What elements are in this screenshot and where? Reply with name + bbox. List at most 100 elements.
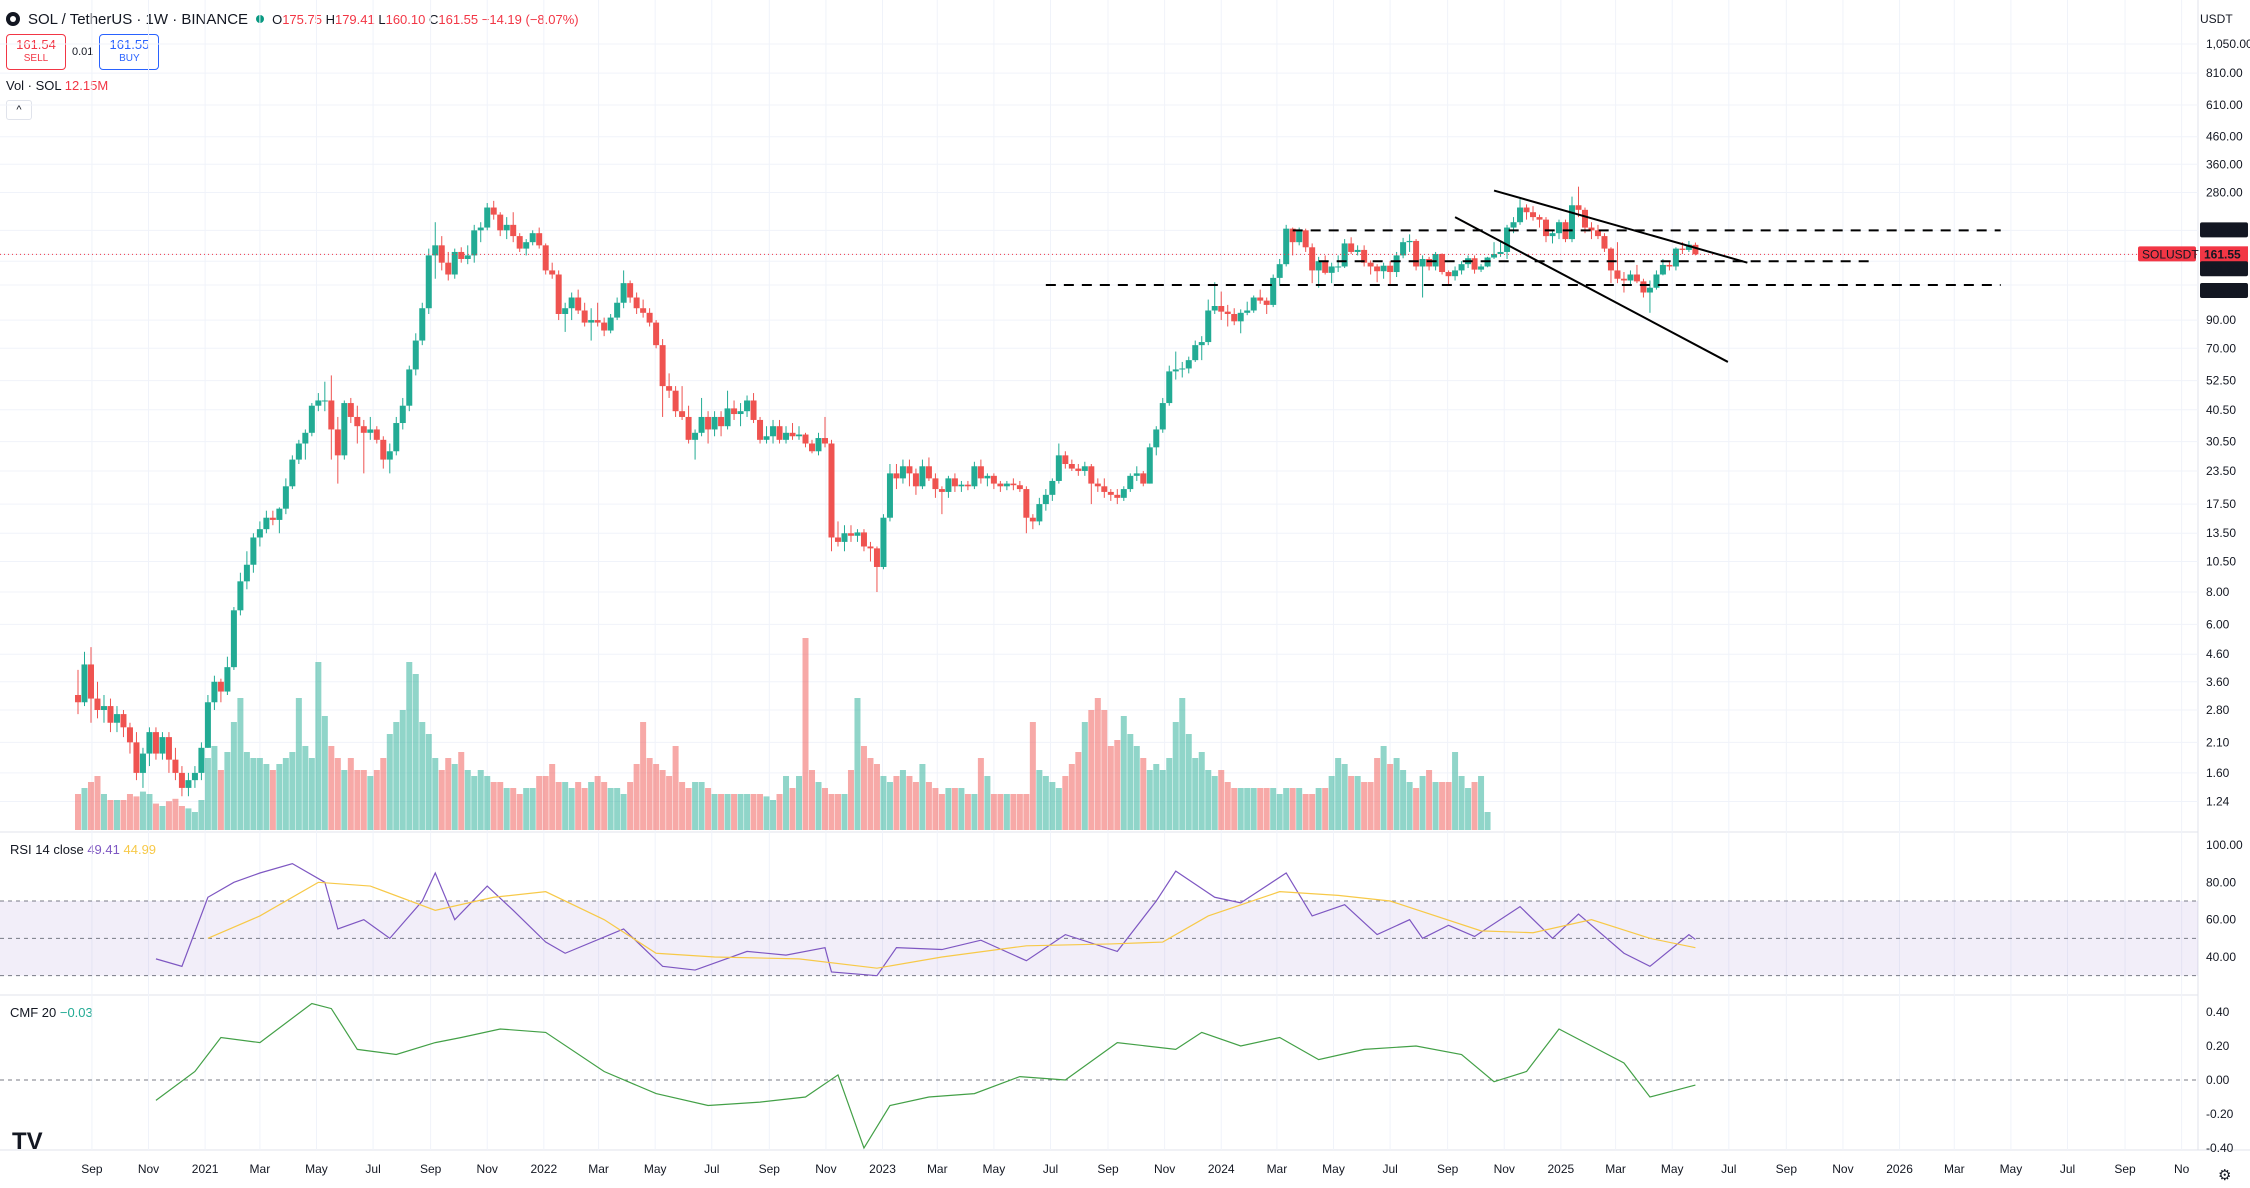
volume-bar [1049,782,1056,830]
candle-body [1549,233,1556,237]
collapse-legend-button[interactable]: ^ [6,100,32,120]
candle-body [497,214,504,231]
volume-bar [588,782,595,830]
tradingview-logo-icon[interactable]: TV [12,1128,43,1155]
symbol-title[interactable]: SOL / TetherUS · 1W · BINANCE [28,10,249,28]
volume-bar [523,788,530,830]
sell-button[interactable]: 161.54 SELL [6,34,66,70]
candle-body [1491,254,1498,258]
volume-bar [1231,788,1238,830]
candle-body [1530,212,1537,218]
candle-body [984,475,991,479]
candle-body [87,664,94,699]
candle-body [198,747,205,773]
candle-body [724,408,731,427]
volume-bar [594,776,601,830]
candle-body [542,245,549,271]
candle-body [1659,264,1666,275]
candle-body [776,426,783,440]
volume-bar [172,798,179,830]
time-tick-label: May [983,1162,1006,1176]
candle-body [100,706,107,711]
candle-body [1172,369,1179,372]
candle-body [964,484,971,487]
candle-body [191,772,198,781]
volume-bar [834,794,841,830]
volume-bar [217,770,224,830]
candle-body [211,681,218,703]
candle-body [412,340,419,370]
volume-bar [367,776,374,830]
candle-body [1224,311,1231,314]
volume-bar [354,770,361,830]
volume-bar [425,734,432,830]
candle-body [737,411,744,415]
candle-body [347,403,354,417]
candle-body [873,548,880,567]
candle-body [698,416,705,433]
candle-body [425,255,432,309]
candle-body [360,426,367,433]
volume-bar [932,788,939,830]
volume-bar [841,794,848,830]
currency-label[interactable]: USDT [2200,12,2233,26]
volume-bar [380,758,387,830]
volume-bar [1270,788,1277,830]
candle-body [672,390,679,412]
volume-bar [341,770,348,830]
volume-bar [1289,788,1296,830]
candle-body [107,706,114,723]
candle-body [731,408,738,415]
candle-body [393,423,400,452]
volume-bar [925,782,932,830]
candle-body [783,432,790,440]
buy-button[interactable]: 161.55 BUY [99,34,160,70]
candle-body [809,443,816,452]
volume-bar [906,776,913,830]
volume-bar [770,800,777,830]
volume-bar [912,782,919,830]
candle-body [1068,464,1075,469]
volume-bar [237,698,244,830]
symbol-tag-bg [2138,246,2196,262]
volume-bar [107,800,114,830]
candle-body [1555,222,1562,234]
candle-body [1439,254,1446,273]
candle-body [1517,207,1524,223]
candle-body [679,411,686,417]
candle-body [1010,483,1017,486]
candle-body [523,242,530,249]
candle-body [133,742,140,773]
volume-bar [867,758,874,830]
time-tick-label: 2021 [192,1162,219,1176]
volume-bar [230,722,237,830]
candle-body [932,478,939,490]
volume-bar [640,722,647,830]
candle-body [718,416,725,427]
volume-bar [328,746,335,830]
candle-body [516,236,523,249]
price-tick-label: 3.60 [2206,675,2230,689]
volume-bar [1309,794,1316,830]
candle-body [1380,265,1387,272]
candle-body [321,400,328,402]
volume-bar [847,770,854,830]
volume-bar [659,770,666,830]
volume-bar [809,770,816,830]
time-tick-label: May [2000,1162,2023,1176]
volume-bar [789,788,796,830]
candle-body [477,227,484,231]
volume-bar [1302,794,1309,830]
candle-body [1081,466,1088,471]
candle-body [1640,281,1647,293]
candle-body [367,429,374,433]
volume-bar [1179,698,1186,830]
volume-bar [347,758,354,830]
candle-body [490,207,497,215]
volume-bar [256,758,263,830]
candle-body [1029,517,1036,522]
settings-gear-icon[interactable]: ⚙ [2218,1167,2232,1184]
volume-bar [1296,788,1303,830]
volume-bar [1439,782,1446,830]
